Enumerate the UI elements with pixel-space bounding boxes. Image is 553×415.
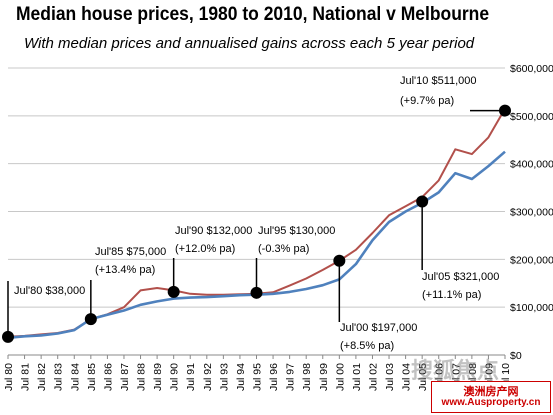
watermark-site-box: 澳洲房产网 www.Ausproperty.cn bbox=[431, 381, 551, 413]
marker-label-price: Jul'00 $197,000 bbox=[340, 322, 417, 334]
x-tick-label: Jul 04 bbox=[401, 363, 413, 391]
x-tick-label: Jul 84 bbox=[69, 363, 81, 391]
y-tick-label: $600,000 bbox=[510, 63, 553, 75]
marker-dot bbox=[333, 254, 346, 267]
marker-label-gain: (+11.1% pa) bbox=[422, 289, 481, 301]
x-tick-label: Jul 00 bbox=[334, 363, 346, 391]
watermark-site-url: www.Ausproperty.cn bbox=[441, 397, 541, 408]
marker-label-price: Jul'80 $38,000 bbox=[14, 285, 85, 297]
y-tick-label: $300,000 bbox=[510, 207, 553, 219]
watermark-sohu-text: 搜狐焦点 bbox=[410, 359, 499, 384]
marker-dot bbox=[84, 313, 97, 326]
y-tick-label: $100,000 bbox=[510, 302, 553, 314]
x-tick-label: Jul 82 bbox=[36, 363, 48, 391]
x-tick-label: Jul 88 bbox=[136, 363, 148, 391]
x-tick-label: Jul 86 bbox=[102, 363, 114, 391]
x-tick-label: Jul 96 bbox=[268, 363, 280, 391]
x-tick-label: Jul 93 bbox=[218, 363, 230, 391]
marker-label-price: Jul'90 $132,000 bbox=[175, 225, 252, 237]
series-line-blue bbox=[7, 150, 506, 340]
marker-dot bbox=[499, 104, 511, 117]
x-tick-label: Jul 97 bbox=[285, 363, 297, 391]
marker-label-gain: (+13.4% pa) bbox=[95, 264, 155, 276]
marker-label-gain: (-0.3% pa) bbox=[258, 243, 309, 255]
chart-subtitle: With median prices and annualised gains … bbox=[24, 35, 475, 52]
chart-title: Median house prices, 1980 to 2010, Natio… bbox=[16, 4, 490, 25]
marker-dot bbox=[416, 195, 429, 208]
x-tick-label: Jul 03 bbox=[384, 363, 396, 391]
marker-dot bbox=[250, 286, 263, 299]
marker-dot bbox=[2, 330, 14, 343]
marker-label-gain: (+12.0% pa) bbox=[175, 243, 235, 255]
x-tick-label: Jul 01 bbox=[351, 363, 363, 391]
marker-label-price: Jul'05 $321,000 bbox=[422, 271, 499, 283]
x-tick-label: Jul 89 bbox=[152, 363, 164, 391]
x-tick-label: Jul 99 bbox=[318, 363, 330, 391]
watermark-site-name: 澳洲房产网 bbox=[463, 385, 519, 398]
x-tick-label: Jul 94 bbox=[235, 363, 247, 391]
series-line-red bbox=[7, 108, 506, 338]
marker-label-gain: (+9.7% pa) bbox=[400, 95, 454, 107]
y-tick-label: $200,000 bbox=[510, 254, 553, 266]
x-tick-label: Jul 91 bbox=[185, 363, 197, 391]
y-tick-label: $0 bbox=[510, 350, 522, 362]
x-tick-label: Jul 87 bbox=[119, 363, 131, 391]
y-tick-label: $500,000 bbox=[510, 111, 553, 123]
x-tick-label: Jul 90 bbox=[169, 363, 181, 391]
y-tick-label: $400,000 bbox=[510, 159, 553, 171]
marker-dot bbox=[167, 285, 180, 298]
x-tick-label: Jul 02 bbox=[367, 363, 379, 391]
marker-label-price: Jul'95 $130,000 bbox=[258, 225, 335, 237]
marker-label-gain: (+8.5% pa) bbox=[340, 340, 394, 352]
x-tick-label: Jul 98 bbox=[301, 363, 313, 391]
x-tick-label: Jul 83 bbox=[53, 363, 65, 391]
x-tick-label: Jul 95 bbox=[252, 363, 264, 391]
marker-label-price: Jul'85 $75,000 bbox=[95, 246, 166, 258]
x-tick-label: Jul 85 bbox=[86, 363, 98, 391]
x-tick-label: Jul 05 bbox=[417, 363, 429, 391]
marker-label-price: Jul'10 $511,000 bbox=[400, 75, 477, 87]
x-tick-label: Jul 81 bbox=[20, 363, 32, 391]
x-tick-label: Jul 80 bbox=[3, 363, 15, 391]
x-tick-label: Jul 92 bbox=[202, 363, 214, 391]
